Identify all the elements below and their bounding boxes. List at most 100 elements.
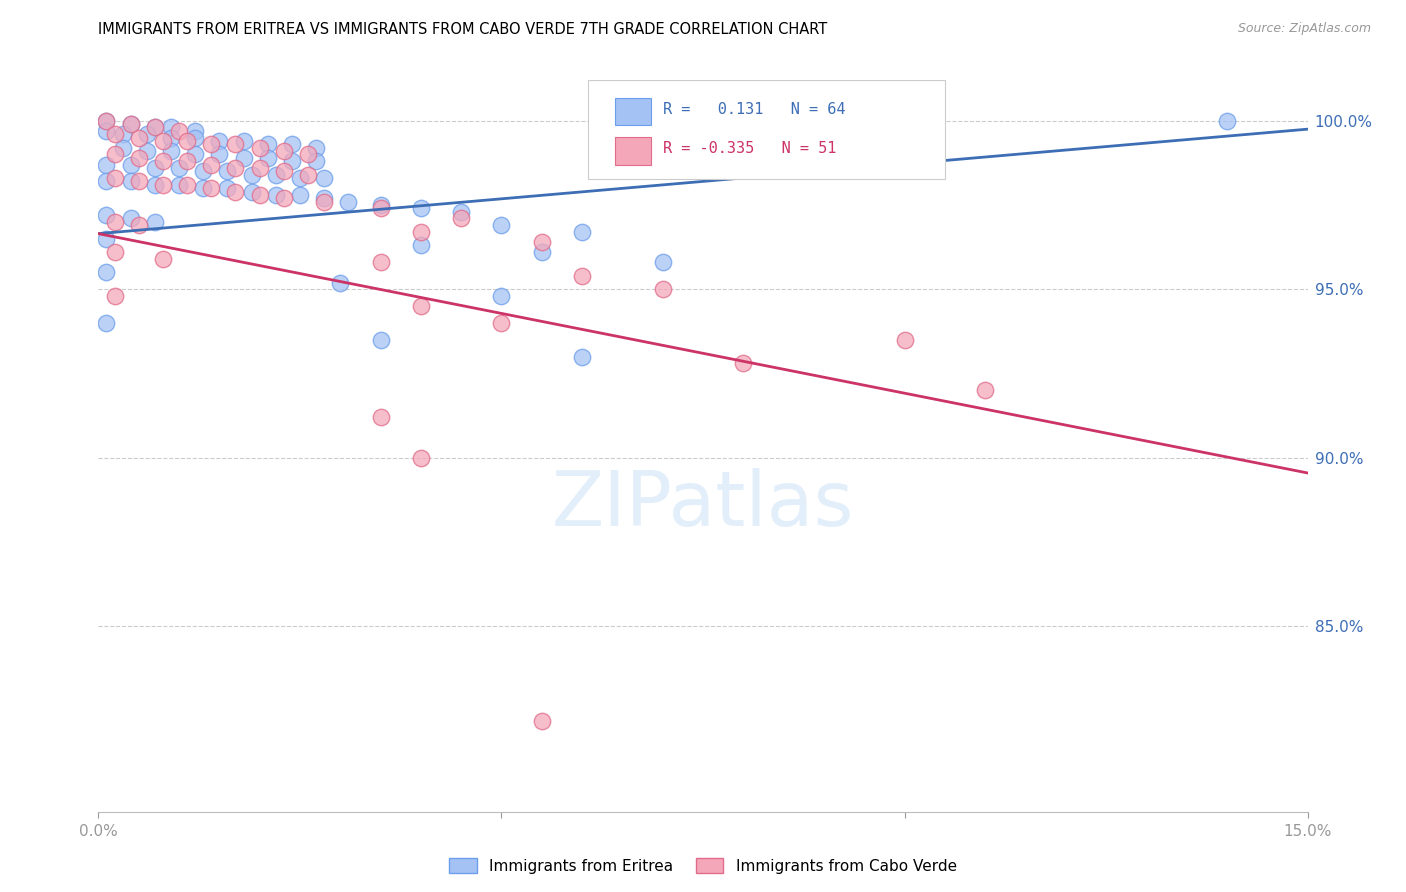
Point [160, 120, 183, 135]
Point [224, 185, 246, 199]
Point [103, 171, 125, 186]
Point [264, 168, 287, 182]
Point [128, 174, 150, 188]
Bar [614, 137, 651, 165]
Point [370, 410, 392, 425]
Point [167, 178, 190, 192]
Text: Source: ZipAtlas.com: Source: ZipAtlas.com [1237, 22, 1371, 36]
Point [281, 154, 304, 169]
Point [288, 171, 311, 186]
Point [167, 161, 190, 175]
Point [409, 225, 432, 239]
Text: ZIPatlas: ZIPatlas [551, 467, 855, 541]
Point [120, 117, 142, 131]
Point [329, 276, 352, 290]
Point [450, 204, 472, 219]
Point [256, 151, 278, 165]
Point [160, 130, 183, 145]
Point [232, 151, 254, 165]
Text: R =   0.131   N = 64: R = 0.131 N = 64 [664, 102, 845, 117]
Point [152, 178, 174, 192]
Point [193, 164, 215, 178]
Point [152, 252, 174, 266]
Point [135, 127, 157, 141]
Point [249, 187, 271, 202]
Point [217, 181, 239, 195]
Point [200, 157, 222, 171]
Point [409, 450, 432, 465]
Point [111, 127, 134, 141]
Point [96, 124, 118, 138]
Point [96, 174, 118, 188]
Legend: Immigrants from Eritrea, Immigrants from Cabo Verde: Immigrants from Eritrea, Immigrants from… [443, 852, 963, 880]
Point [974, 384, 997, 398]
Point [167, 124, 190, 138]
Point [1216, 113, 1239, 128]
Point [103, 289, 125, 303]
Point [893, 333, 915, 347]
Point [491, 316, 513, 330]
Point [450, 211, 472, 226]
Point [297, 168, 319, 182]
Point [143, 120, 166, 135]
Point [249, 161, 271, 175]
Point [103, 127, 125, 141]
Point [176, 134, 198, 148]
Point [135, 144, 157, 158]
Point [217, 164, 239, 178]
Point [571, 225, 593, 239]
Point [111, 141, 134, 155]
Point [152, 134, 174, 148]
Point [143, 178, 166, 192]
Point [96, 265, 118, 279]
Point [409, 299, 432, 313]
Bar [614, 97, 651, 126]
Point [288, 187, 311, 202]
Point [273, 164, 295, 178]
Point [370, 198, 392, 212]
Text: R = -0.335   N = 51: R = -0.335 N = 51 [664, 142, 837, 156]
Point [409, 202, 432, 216]
Point [651, 255, 673, 269]
Point [143, 120, 166, 135]
Point [305, 154, 328, 169]
Point [160, 144, 183, 158]
Point [571, 268, 593, 283]
Point [208, 147, 231, 161]
Point [337, 194, 360, 209]
Point [240, 168, 263, 182]
Point [184, 147, 207, 161]
Point [200, 137, 222, 152]
Point [240, 185, 263, 199]
Point [103, 147, 125, 161]
Point [281, 137, 304, 152]
Point [370, 202, 392, 216]
Point [103, 215, 125, 229]
Point [273, 144, 295, 158]
Point [273, 191, 295, 205]
Point [571, 350, 593, 364]
Point [176, 154, 198, 169]
Point [96, 157, 118, 171]
Point [530, 245, 553, 260]
Point [530, 235, 553, 249]
Text: IMMIGRANTS FROM ERITREA VS IMMIGRANTS FROM CABO VERDE 7TH GRADE CORRELATION CHAR: IMMIGRANTS FROM ERITREA VS IMMIGRANTS FR… [98, 22, 828, 37]
Point [491, 218, 513, 232]
Point [530, 714, 553, 728]
Point [143, 215, 166, 229]
Point [184, 130, 207, 145]
Point [409, 238, 432, 252]
Point [96, 113, 118, 128]
Point [120, 157, 142, 171]
Point [264, 187, 287, 202]
Point [184, 124, 207, 138]
Point [96, 316, 118, 330]
Point [193, 181, 215, 195]
Point [200, 181, 222, 195]
Point [128, 218, 150, 232]
Point [314, 191, 336, 205]
Point [733, 356, 755, 370]
Point [224, 137, 246, 152]
Point [96, 113, 118, 128]
Point [232, 134, 254, 148]
